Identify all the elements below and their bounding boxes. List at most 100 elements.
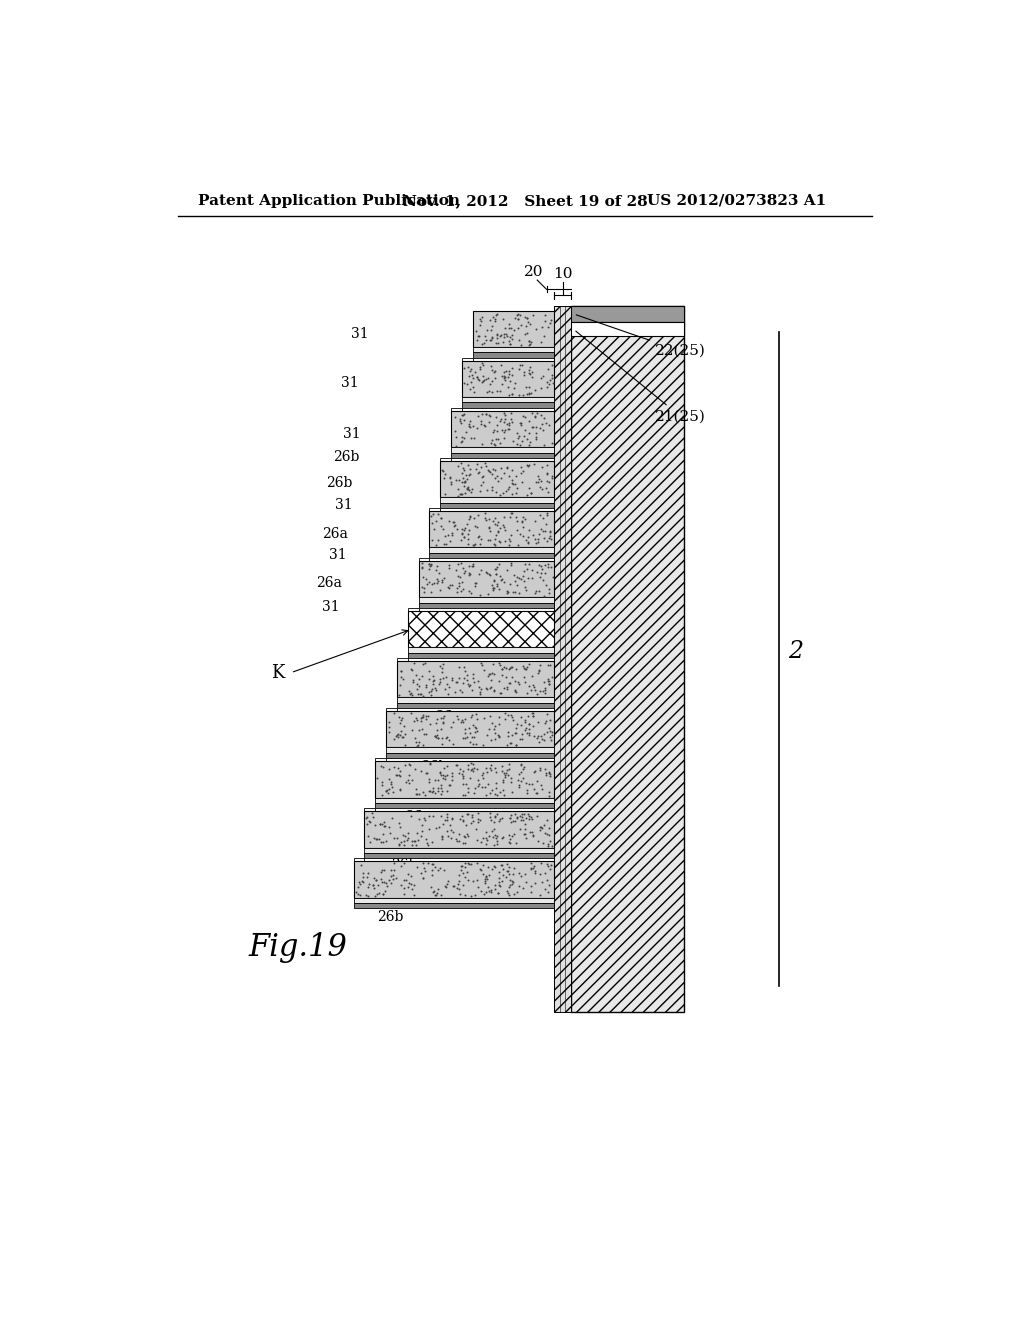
Point [492, 433, 508, 454]
Point [481, 564, 498, 585]
Point [424, 865, 440, 886]
Point [476, 333, 493, 354]
Point [467, 362, 483, 383]
Point [389, 764, 406, 785]
Point [406, 874, 422, 895]
Point [482, 310, 499, 331]
Point [518, 780, 535, 801]
Point [465, 664, 481, 685]
Point [375, 822, 391, 843]
Point [374, 784, 390, 805]
Point [496, 770, 512, 791]
Text: 26b: 26b [378, 909, 403, 924]
Point [410, 829, 426, 850]
Point [490, 521, 507, 543]
Point [423, 680, 439, 701]
Point [482, 677, 499, 698]
Point [456, 471, 472, 492]
Bar [408, 653, 554, 659]
Point [465, 535, 481, 556]
Point [483, 327, 500, 348]
Point [458, 774, 474, 795]
Point [477, 870, 494, 891]
Point [495, 515, 511, 536]
Point [472, 480, 488, 502]
Point [410, 678, 426, 700]
Point [481, 880, 498, 902]
Point [539, 710, 555, 731]
Point [414, 710, 430, 731]
Point [539, 470, 555, 491]
Point [484, 422, 501, 444]
Point [443, 717, 460, 738]
Point [390, 813, 407, 834]
Point [373, 814, 389, 836]
Point [514, 729, 530, 750]
Point [393, 832, 410, 853]
Point [392, 779, 409, 800]
Point [501, 884, 517, 906]
Point [498, 657, 514, 678]
Point [512, 865, 528, 886]
Point [507, 474, 523, 495]
Point [484, 574, 501, 595]
Point [477, 503, 494, 524]
Point [499, 760, 515, 781]
Point [502, 828, 518, 849]
Point [497, 420, 513, 441]
Point [447, 421, 464, 442]
Point [511, 330, 527, 351]
Point [349, 883, 366, 904]
Point [516, 709, 532, 730]
Point [431, 858, 447, 879]
Point [461, 564, 477, 585]
Point [485, 362, 502, 383]
Point [541, 781, 557, 803]
Point [474, 764, 490, 785]
Point [526, 861, 543, 882]
Point [446, 515, 463, 536]
Point [360, 884, 377, 906]
Point [497, 408, 513, 429]
Point [395, 883, 412, 904]
Point [417, 861, 433, 882]
Point [463, 854, 479, 875]
Point [443, 574, 460, 595]
Point [481, 529, 498, 550]
Point [403, 873, 420, 894]
Point [520, 455, 537, 477]
Point [478, 329, 495, 350]
Point [504, 874, 520, 895]
Point [437, 768, 454, 789]
Point [539, 503, 555, 524]
Point [488, 524, 505, 545]
Point [463, 886, 479, 907]
Bar [571, 322, 684, 335]
Point [542, 655, 558, 676]
Point [428, 725, 444, 746]
Point [421, 668, 437, 689]
Point [541, 374, 557, 395]
Point [478, 829, 495, 850]
Point [440, 684, 457, 705]
Point [503, 525, 519, 546]
Point [475, 767, 492, 788]
Point [455, 767, 471, 788]
Point [501, 318, 517, 339]
Point [422, 752, 438, 774]
Point [376, 871, 392, 892]
Point [473, 306, 489, 327]
Point [539, 413, 555, 434]
Point [469, 453, 485, 474]
Point [369, 768, 385, 789]
Point [488, 428, 505, 449]
Point [513, 430, 529, 451]
Point [428, 560, 444, 581]
Point [386, 702, 402, 723]
Bar [419, 561, 554, 598]
Point [428, 884, 444, 906]
Point [451, 668, 467, 689]
Point [520, 808, 537, 829]
Point [521, 714, 538, 735]
Point [496, 463, 512, 484]
